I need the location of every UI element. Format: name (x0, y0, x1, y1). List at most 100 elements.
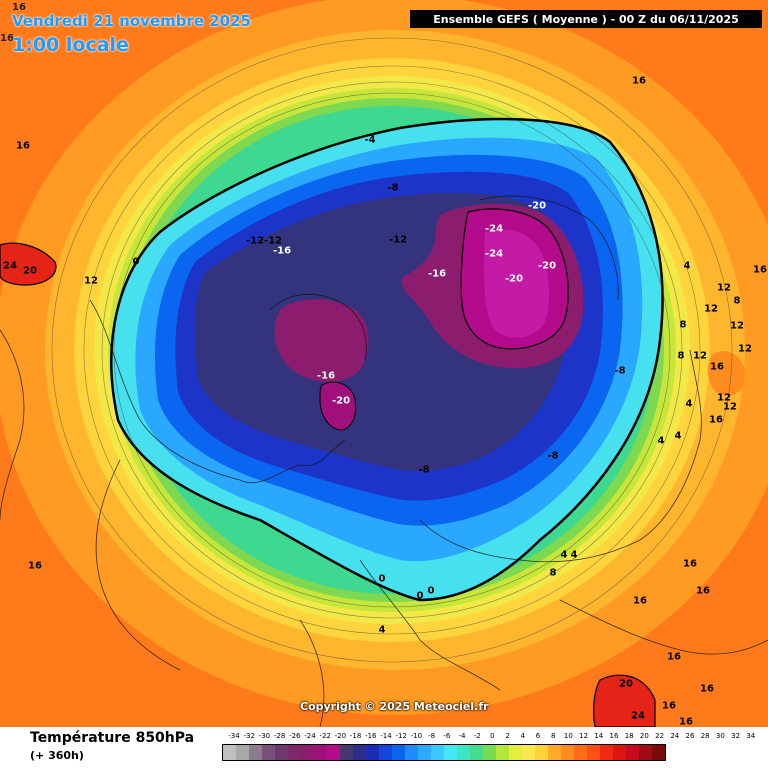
run-banner: Ensemble GEFS ( Moyenne ) - 00 Z du 06/1… (410, 10, 762, 28)
legend-swatch (340, 745, 353, 760)
legend-swatch (626, 745, 639, 760)
legend-tick-label: -6 (443, 732, 451, 740)
legend-swatch (587, 745, 600, 760)
isotherm-label: -12 (388, 234, 408, 246)
isotherm-label: 16 (709, 414, 723, 426)
legend-tick-label: 14 (594, 732, 604, 740)
legend-tick-label: -32 (243, 732, 255, 740)
legend-tick-label: 12 (579, 732, 589, 740)
legend-swatch (483, 745, 496, 760)
legend-swatch (262, 745, 275, 760)
warm-pocket-west (0, 242, 57, 286)
isotherm-label: 16 (700, 683, 714, 695)
footer-legend: Température 850hPa (+ 360h) -34 -32 -30 -28… (0, 727, 768, 768)
warm-pocket-se (593, 674, 656, 727)
legend-tick-label: -10 (410, 732, 423, 740)
legend-swatch (431, 745, 444, 760)
isotherm-label: 4 (570, 549, 578, 561)
legend-swatch (301, 745, 314, 760)
legend-tick-label: 18 (624, 732, 634, 740)
isotherm-label: 0 (132, 256, 140, 268)
legend-tick-label: -14 (380, 732, 392, 740)
isotherm-label: -16 (316, 370, 336, 382)
legend-swatch (314, 745, 327, 760)
legend-tick-label: -28 (273, 732, 286, 740)
legend-tick-label: 24 (670, 732, 680, 740)
legend-tick-label: 32 (731, 732, 741, 740)
isotherm-label: 16 (662, 700, 676, 712)
isotherm-label: -8 (547, 450, 559, 462)
isotherm-label: 20 (23, 265, 37, 277)
legend-swatch (600, 745, 613, 760)
legend-tick-label: 22 (655, 732, 665, 740)
color-scale-bar (222, 744, 666, 761)
cold-pool-canada (274, 299, 369, 382)
legend-swatch (444, 745, 457, 760)
corner-left-label: 16 (0, 33, 14, 44)
isotherm-label: 24 (631, 710, 645, 722)
legend-tick-label: -30 (258, 732, 271, 740)
legend-swatch (652, 745, 665, 760)
legend-swatch (366, 745, 379, 760)
isotherm-label: -24 (484, 223, 504, 235)
cold-pool-greenland (319, 381, 357, 431)
legend-tick-label: -22 (319, 732, 331, 740)
legend-tick-label: 26 (685, 732, 695, 740)
isotherm-label: 8 (549, 567, 557, 579)
copyright-notice: Copyright © 2025 Meteociel.fr (300, 700, 489, 713)
isotherm-label: 16 (753, 264, 767, 276)
isotherm-label: 4 (657, 435, 665, 447)
legend-tick-label: -2 (473, 732, 481, 740)
legend-tick-label: -20 (334, 732, 347, 740)
isotherm-label: 8 (677, 350, 685, 362)
temperature-map: -4 -8 -12 -12-12 -16 -16 -20 -24 -24 -20 -20 -16 -20… (0, 0, 768, 727)
isotherm-label: 16 (696, 585, 710, 597)
isotherm-label: -20 (527, 200, 547, 212)
legend-tick-label: -4 (458, 732, 466, 740)
isotherm-label: 0 (416, 590, 424, 602)
legend-tick-label: 6 (535, 732, 541, 740)
legend-tick-label: -34 (228, 732, 240, 740)
isotherm-label: -8 (387, 182, 399, 194)
coastlines (0, 195, 768, 727)
legend-tick-label: 30 (715, 732, 725, 740)
isotherm-label: 16 (633, 595, 647, 607)
isotherm-label: 12 (693, 350, 707, 362)
legend-swatch (574, 745, 587, 760)
corner-top-label: 16 (12, 2, 26, 13)
legend-tick-label: -24 (304, 732, 316, 740)
legend-tick-label: -26 (289, 732, 301, 740)
isotherm-label: 4 (683, 260, 691, 272)
legend-tick-label: 34 (746, 732, 756, 740)
isotherm-label: 12 (717, 282, 731, 294)
legend-tick-label: 20 (639, 732, 649, 740)
legend-tick-label: 10 (563, 732, 573, 740)
legend-swatch (496, 745, 509, 760)
legend-tick-label: -16 (365, 732, 377, 740)
isotherm-label: 24 (3, 260, 17, 272)
isotherm-label: 12 (738, 343, 752, 355)
lead-time: (+ 360h) (30, 749, 84, 762)
isotherm-label: -16 (272, 245, 292, 257)
legend-tick-label: 8 (550, 732, 556, 740)
legend-swatch (392, 745, 405, 760)
legend-swatch (613, 745, 626, 760)
isotherm-label: 0 (378, 573, 386, 585)
legend-swatch (509, 745, 522, 760)
isotherm-label: 12 (730, 320, 744, 332)
isotherm-label: 12 (84, 275, 98, 287)
isotherm-label: 12 (717, 392, 731, 404)
legend-swatch (405, 745, 418, 760)
isotherm-label: 16 (632, 75, 646, 87)
isotherm-label: 16 (683, 558, 697, 570)
isotherm-label: -4 (364, 134, 376, 146)
isotherm-label: -20 (504, 273, 524, 285)
legend-tick-label: 0 (490, 732, 495, 740)
isotherm-label: 16 (710, 361, 724, 373)
forecast-local-time: 1:00 locale (12, 34, 129, 56)
legend-swatch (288, 745, 301, 760)
legend-tick-label: 28 (700, 732, 710, 740)
isotherm-label: -12-12 (245, 235, 283, 247)
isotherm-label: -20 (331, 395, 351, 407)
isotherm-label: -24 (484, 248, 504, 260)
